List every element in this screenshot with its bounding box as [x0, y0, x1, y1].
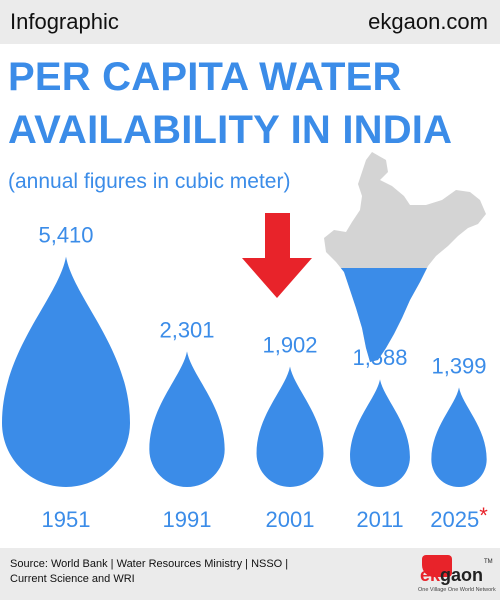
source-note: Source: World Bank | Water Resources Min… [10, 558, 289, 585]
value-label-2011: 1,588 [352, 345, 407, 370]
water-drop-2025 [431, 387, 487, 487]
value-label-1951: 5,410 [38, 223, 93, 248]
header-bar: Infographic ekgaon.com [0, 0, 500, 44]
water-drop-2001 [256, 366, 324, 487]
asterisk-marker: * [479, 503, 488, 528]
ekgaon-logo: ékgaon TM One Village One World Network [418, 551, 498, 597]
infographic-label: Infographic [10, 9, 119, 34]
year-label-2001: 2001 [266, 507, 315, 532]
year-label-1951: 1951 [42, 507, 91, 532]
year-label-2011: 2011 [356, 507, 403, 532]
logo-mark-icon [422, 555, 452, 577]
site-link[interactable]: ekgaon.com [368, 9, 488, 34]
value-label-2001: 1,902 [262, 332, 317, 357]
water-drop-1951 [2, 256, 130, 487]
title-line-1: PER CAPITA WATER [8, 55, 402, 99]
value-label-1991: 2,301 [159, 317, 214, 342]
year-label-2025: 2025* [430, 503, 488, 532]
subtitle: (annual figures in cubic meter) [8, 170, 291, 193]
water-drop-2011 [350, 379, 410, 487]
water-drop-chart: 5,410 1951 2,301 1991 1,902 2001 1,588 2011 1,39… [2, 152, 488, 532]
water-drop-1991 [149, 351, 225, 487]
title-line-2: AVAILABILITY IN INDIA [8, 108, 453, 152]
year-label-1991: 1991 [163, 507, 212, 532]
value-label-2025: 1,399 [431, 353, 486, 378]
footer-bar: Source: World Bank | Water Resources Min… [0, 548, 500, 600]
down-arrow-icon [242, 213, 312, 298]
